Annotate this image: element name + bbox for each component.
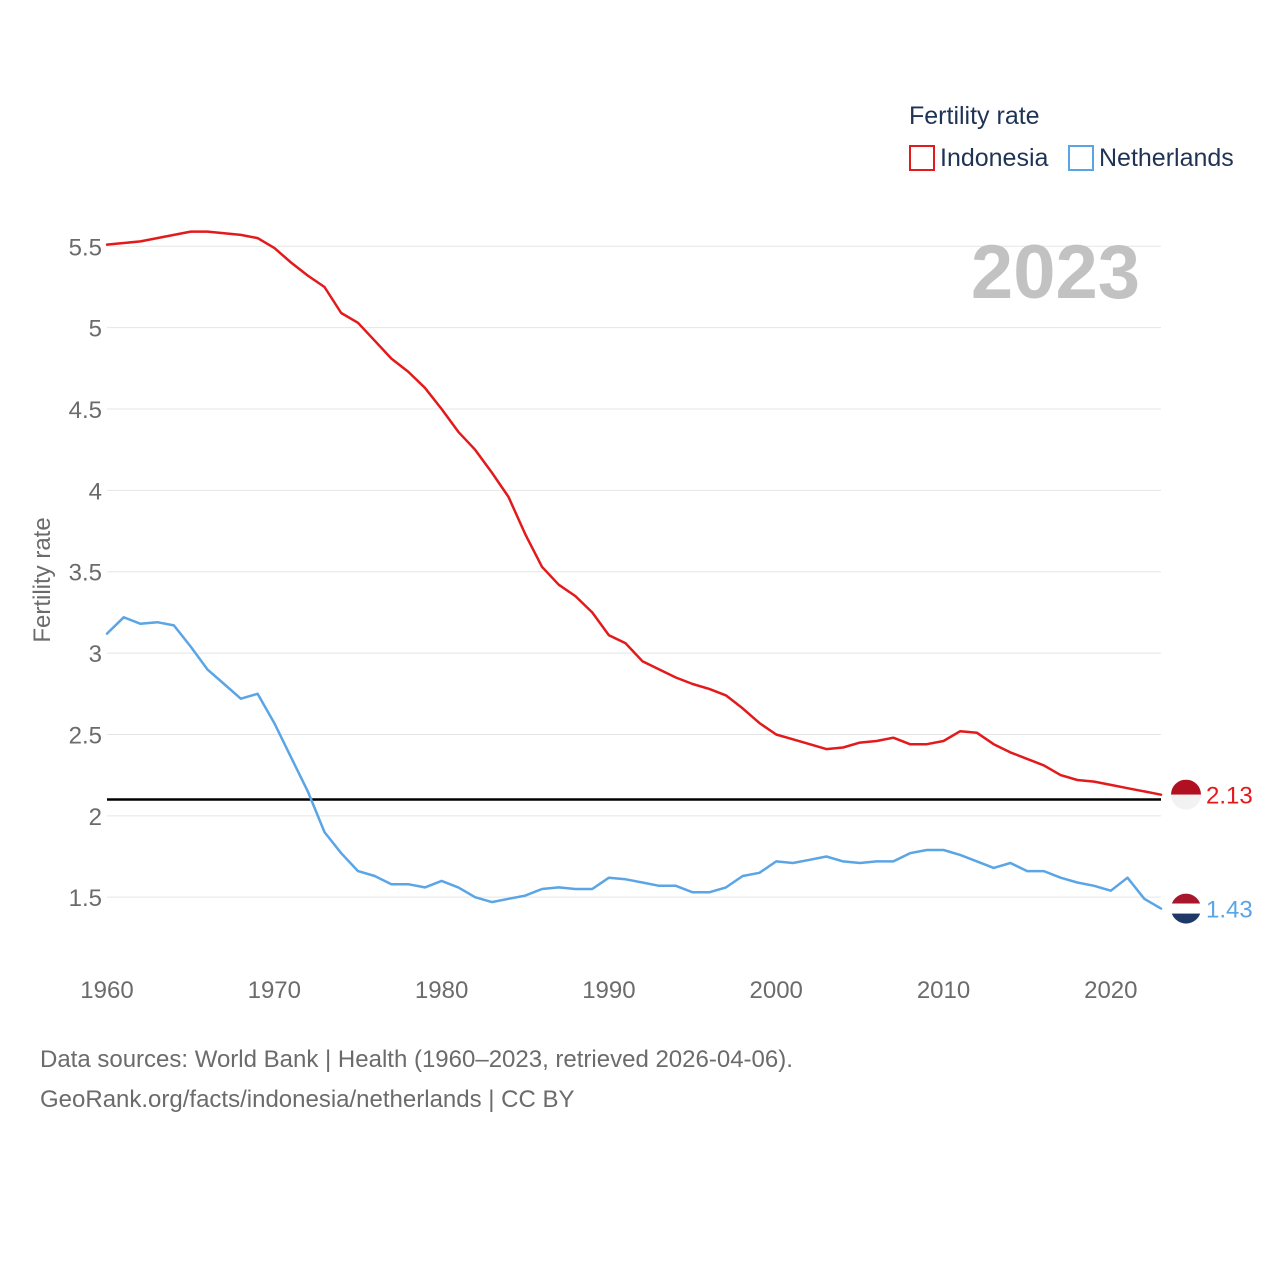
- end-markers: 2.13 1.43: [1171, 779, 1253, 924]
- y-tick-label: 5: [89, 316, 102, 343]
- legend-title: Fertility rate: [909, 102, 1040, 130]
- footer: Data sources: World Bank | Health (1960–…: [40, 1040, 793, 1120]
- netherlands-flag-icon: [1171, 893, 1201, 924]
- x-tick-label: 2010: [917, 977, 970, 1004]
- y-tick-label: 4.5: [69, 397, 102, 424]
- end-label-indonesia: 2.13: [1206, 783, 1253, 810]
- x-tick-label: 1970: [248, 977, 301, 1004]
- legend-label-indonesia[interactable]: Indonesia: [940, 144, 1049, 172]
- x-tick-label: 1980: [415, 977, 468, 1004]
- legend-swatch-netherlands[interactable]: [1068, 145, 1094, 171]
- y-tick-label: 2.5: [69, 722, 102, 749]
- series-line-indonesia[interactable]: [105, 230, 1163, 796]
- x-axis-ticks: 1960 1970 1980 1990 2000 2010 2020: [80, 977, 1137, 1004]
- y-tick-label: 5.5: [69, 234, 102, 261]
- end-label-netherlands: 1.43: [1206, 897, 1253, 924]
- data-sources-text: Data sources: World Bank | Health (1960–…: [40, 1046, 793, 1073]
- y-tick-label: 3: [89, 641, 102, 668]
- y-tick-label: 3.5: [69, 560, 102, 587]
- x-tick-label: 2000: [750, 977, 803, 1004]
- x-tick-label: 1960: [80, 977, 133, 1004]
- indonesia-flag-icon: [1171, 779, 1201, 810]
- x-tick-label: 1990: [582, 977, 635, 1004]
- legend-label-netherlands[interactable]: Netherlands: [1099, 144, 1234, 172]
- series-lines: [105, 230, 1163, 910]
- grid-lines: [107, 245, 1161, 898]
- attribution-text: GeoRank.org/facts/indonesia/netherlands …: [40, 1086, 575, 1113]
- legend: Fertility rate Indonesia Netherlands: [909, 102, 1234, 172]
- y-tick-label: 1.5: [69, 885, 102, 912]
- series-line-netherlands[interactable]: [105, 616, 1163, 910]
- y-tick-label: 4: [89, 478, 102, 505]
- y-tick-label: 2: [89, 804, 102, 831]
- legend-swatch-indonesia[interactable]: [909, 145, 935, 171]
- y-axis-ticks: 1.5 2 2.5 3 3.5 4 4.5 5 5.5: [69, 234, 102, 912]
- y-axis-title: Fertility rate: [29, 517, 56, 642]
- year-label: 2023: [971, 230, 1140, 315]
- x-tick-label: 2020: [1084, 977, 1137, 1004]
